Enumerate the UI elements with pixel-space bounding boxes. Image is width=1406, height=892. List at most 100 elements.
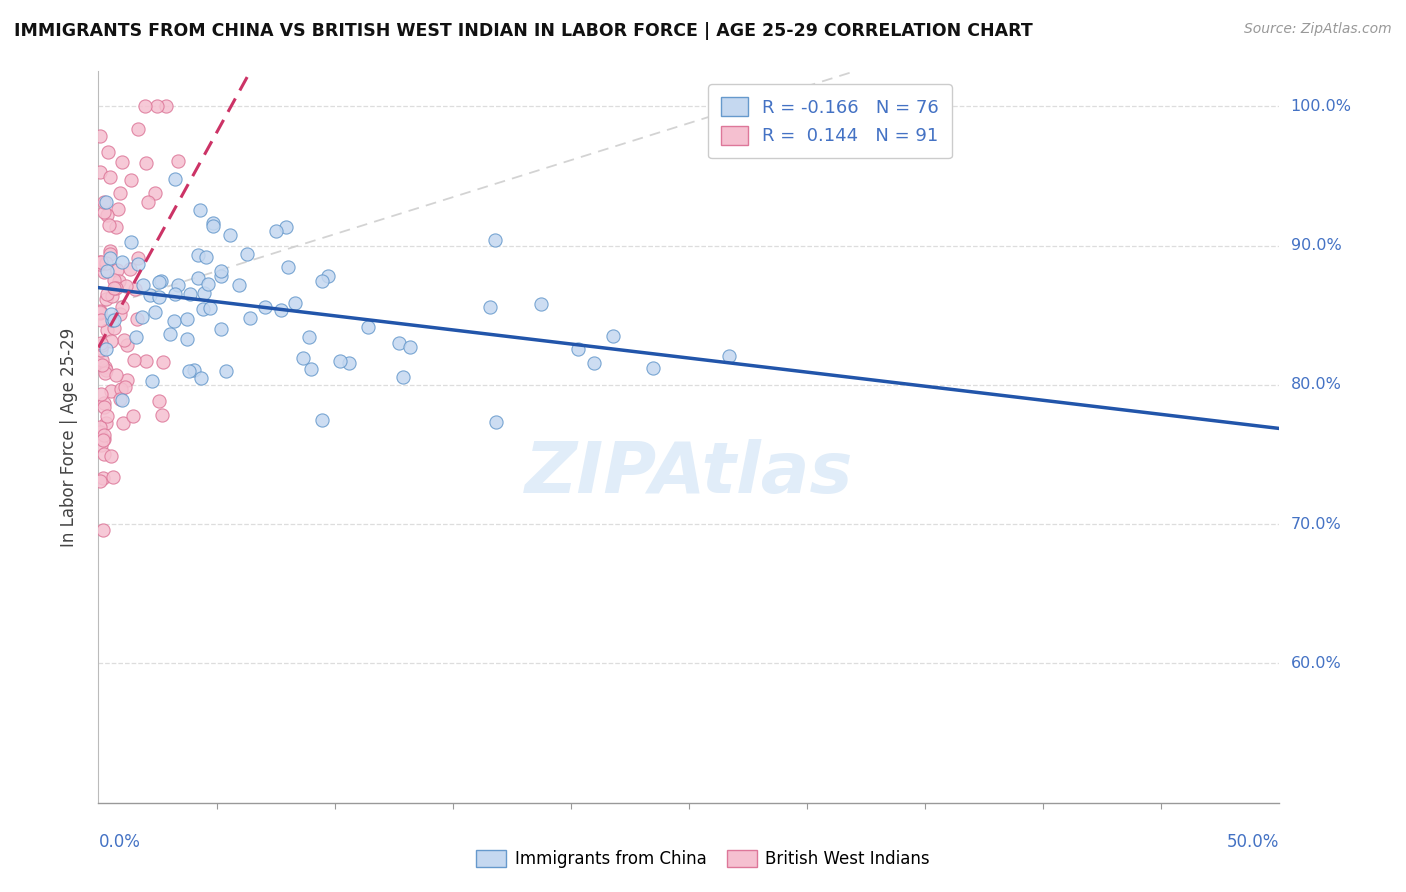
Legend: R = -0.166   N = 76, R =  0.144   N = 91: R = -0.166 N = 76, R = 0.144 N = 91 [709,84,952,158]
Point [100,307,122,321]
Point [90,387,112,401]
Point [105,219,128,234]
Point [120,261,142,276]
Point [131,310,153,324]
Point [94,292,117,306]
Point [228,278,250,293]
Point [96,323,118,337]
Point [90,336,112,351]
Point [105,263,128,277]
Point [93,265,115,279]
Point [89,425,111,439]
Point [299,362,322,376]
Point [107,274,129,288]
Point [163,314,186,328]
Point [89,474,111,488]
Point [91,433,114,447]
Y-axis label: In Labor Force | Age 25-29: In Labor Force | Age 25-29 [59,327,77,547]
Text: 60.0%: 60.0% [1291,656,1341,671]
Point [97,145,120,160]
Point [90,255,112,269]
Point [127,257,149,271]
Point [111,300,134,314]
Point [93,205,115,219]
Point [104,368,127,382]
Point [148,275,170,289]
Point [484,233,506,247]
Point [90,343,112,358]
Point [96,409,118,424]
Point [96,256,118,270]
Point [93,401,115,415]
Point [90,353,112,368]
Point [115,278,138,293]
Point [98,218,121,232]
Legend: Immigrants from China, British West Indians: Immigrants from China, British West Indi… [470,843,936,875]
Text: 50.0%: 50.0% [1227,833,1279,851]
Point [98,251,121,265]
Point [311,413,333,427]
Point [90,313,112,327]
Point [100,384,122,399]
Point [89,128,111,143]
Point [134,99,156,113]
Point [103,281,125,295]
Point [150,408,173,422]
Point [107,202,129,216]
Point [111,392,134,407]
Point [166,153,188,168]
Point [197,277,219,292]
Text: 100.0%: 100.0% [1291,99,1351,113]
Point [337,356,360,370]
Point [94,362,117,376]
Point [100,312,122,326]
Point [176,332,198,346]
Point [209,268,232,283]
Point [253,301,276,315]
Point [110,392,132,407]
Point [120,235,142,249]
Point [602,328,624,343]
Point [111,416,134,430]
Point [485,415,508,429]
Point [149,274,172,288]
Point [148,394,170,409]
Text: IMMIGRANTS FROM CHINA VS BRITISH WEST INDIAN IN LABOR FORCE | AGE 25-29 CORRELAT: IMMIGRANTS FROM CHINA VS BRITISH WEST IN… [14,22,1033,40]
Point [193,286,215,301]
Point [276,220,298,235]
Point [166,277,188,292]
Point [96,264,118,278]
Point [93,432,115,446]
Point [127,312,149,326]
Point [111,155,134,169]
Point [183,362,205,376]
Text: Source: ZipAtlas.com: Source: ZipAtlas.com [1244,22,1392,37]
Point [93,396,115,410]
Point [90,438,112,452]
Point [270,303,292,318]
Point [143,305,166,319]
Point [356,320,378,334]
Point [89,420,111,434]
Point [148,290,170,304]
Point [122,352,145,367]
Point [219,228,242,243]
Point [98,247,121,261]
Point [194,250,217,264]
Point [179,286,201,301]
Point [124,282,146,296]
Point [188,202,211,217]
Point [89,305,111,319]
Point [98,170,121,185]
Point [125,330,148,344]
Point [264,224,287,238]
Point [101,289,124,303]
Point [388,336,411,351]
Point [96,208,118,222]
Point [135,156,157,170]
Point [122,409,145,423]
Point [132,278,155,293]
Point [96,287,118,301]
Point [163,287,186,301]
Point [111,255,134,269]
